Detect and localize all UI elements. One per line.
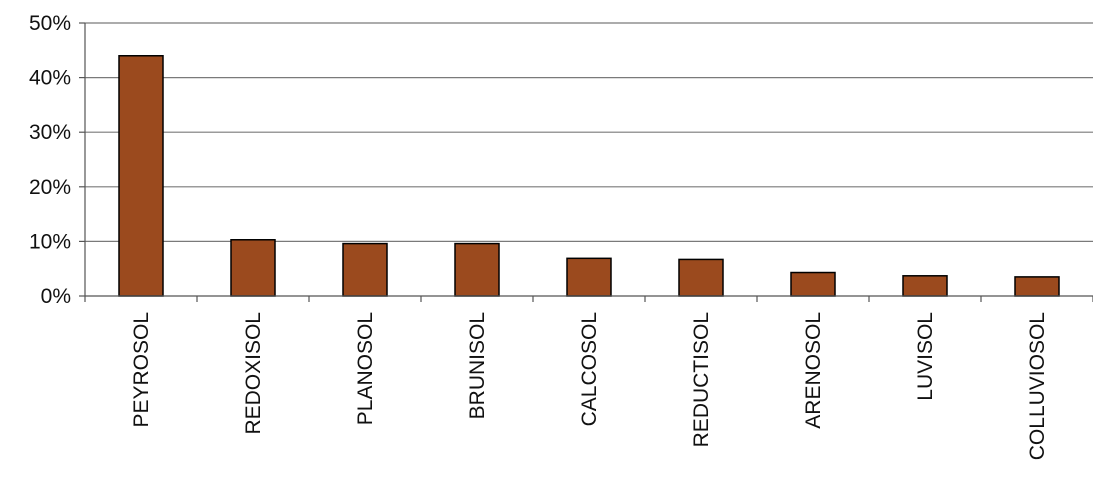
- x-tick-label: PEYROSOL: [130, 312, 153, 428]
- x-tick-label: ARENOSOL: [802, 312, 825, 429]
- axes: [79, 22, 1093, 302]
- x-tick-labels: PEYROSOL REDOXISOL PLANOSOL BRUNISOL CALCOSO…: [130, 312, 1049, 460]
- x-tick-label: LUVISOL: [914, 312, 937, 401]
- bar-reductisol: [678, 258, 724, 297]
- bar-planosol: [342, 242, 388, 297]
- x-tick-label: PLANOSOL: [354, 312, 377, 425]
- x-tick-label: REDUCTISOL: [690, 312, 713, 447]
- bar-colluviosol: [1014, 276, 1060, 297]
- bar-arenosol: [790, 271, 836, 297]
- y-tick-label: 20%: [29, 176, 71, 199]
- bar-brunisol: [454, 242, 500, 297]
- bars: [118, 55, 1060, 297]
- x-tick-label: BRUNISOL: [466, 312, 489, 419]
- x-tick-label: CALCOSOL: [578, 312, 601, 426]
- bar-luvisol: [902, 275, 948, 297]
- y-tick-label: 0%: [41, 285, 71, 308]
- x-tick-label: COLLUVIOSOL: [1026, 312, 1049, 460]
- x-tick-label: REDOXISOL: [242, 312, 265, 435]
- y-tick-label: 30%: [29, 121, 71, 144]
- bar-peyrosol: [118, 55, 164, 297]
- bar-calcosol: [566, 257, 612, 297]
- y-tick-labels: 0% 10% 20% 30% 40% 50%: [29, 12, 71, 308]
- grid-lines: [85, 22, 1093, 242]
- y-tick-label: 40%: [29, 67, 71, 90]
- y-tick-label: 10%: [29, 230, 71, 253]
- y-tick-label: 50%: [29, 12, 71, 35]
- bar-redoxisol: [230, 239, 276, 297]
